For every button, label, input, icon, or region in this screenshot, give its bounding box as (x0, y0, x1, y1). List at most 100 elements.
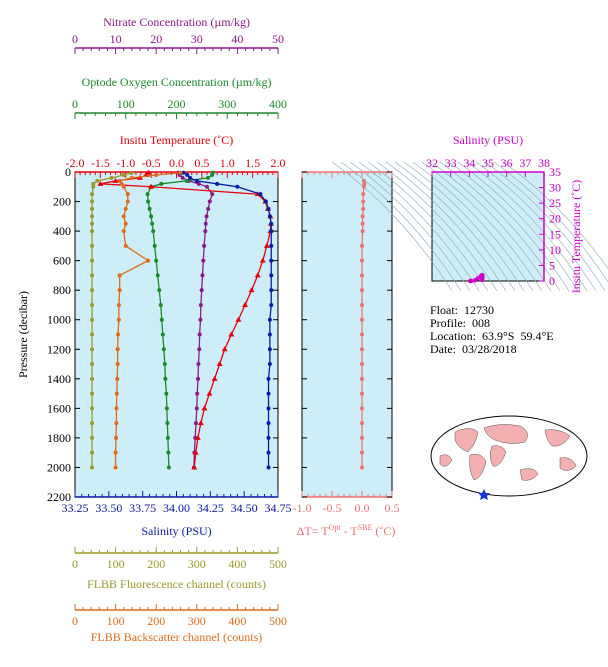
map-landmass (483, 424, 528, 444)
oxygen-tick-label: 400 (269, 97, 287, 111)
pressure-tick-label: 1200 (47, 342, 71, 356)
delta-t-point (360, 450, 364, 455)
nitrate-point (196, 362, 201, 367)
temperature-point (201, 405, 208, 411)
ts-density-contour (448, 161, 570, 292)
salinity-point (269, 302, 274, 307)
salinity-point (266, 450, 271, 455)
ts-salinity-tick-label: 35 (482, 156, 494, 170)
ts-temperature-tick-label: 20 (549, 212, 561, 226)
backscatter-point (117, 273, 122, 278)
oxygen-point (160, 332, 165, 337)
ts-salinity-tick-label: 38 (538, 156, 550, 170)
ts-temperature-tick-label: 35 (549, 165, 561, 179)
backscatter-tick-label: 300 (188, 614, 206, 628)
nitrate-tick-label: 20 (150, 32, 162, 46)
temperature-point (235, 316, 242, 322)
ts-density-contour (331, 161, 453, 292)
delta-t-tick-label: 0.5 (385, 501, 400, 515)
oxygen-point (184, 178, 189, 183)
ts-density-contour (385, 161, 507, 292)
nitrate-point (198, 302, 203, 307)
fluorescence-point (121, 172, 126, 177)
pressure-tick-label: 0 (65, 165, 71, 179)
ts-salinity-tick-label: 36 (501, 156, 513, 170)
fluorescence-tick-label: 200 (147, 557, 165, 571)
backscatter-point (119, 181, 124, 186)
float-id-text: Float: 12730 (430, 303, 495, 317)
ts-temperature-tick-label: 10 (549, 243, 561, 257)
pressure-axis-label: Pressure (decibar) (16, 291, 30, 378)
salinity-point (185, 172, 190, 177)
delta-t-label-part: SBE (358, 523, 373, 532)
delta-t-point (360, 391, 364, 396)
ts-density-contour (439, 161, 561, 292)
salinity-point (267, 362, 272, 367)
salinity-point (188, 175, 193, 180)
fluorescence-tick-label: 300 (188, 557, 206, 571)
salinity-point (267, 317, 272, 322)
nitrate-point (206, 206, 211, 211)
oxygen-point (205, 175, 210, 180)
location-text: Location: 63.9°S 59.4°E (430, 329, 554, 343)
backscatter-point (114, 435, 119, 440)
salinity-point (266, 435, 271, 440)
temperature-point (242, 301, 249, 307)
oxygen-point (161, 347, 166, 352)
delta-t-point (360, 376, 364, 381)
float-info-block: Float: 12730 Profile: 008 Location: 63.9… (430, 304, 554, 356)
fluorescence-point (90, 192, 95, 197)
nitrate-point (195, 391, 200, 396)
oxygen-point (155, 273, 160, 278)
fluorescence-point (90, 406, 95, 411)
backscatter-point (115, 362, 120, 367)
map-landmass (469, 454, 487, 481)
oxygen-point (152, 243, 157, 248)
fluorescence-tick-label: 500 (269, 557, 287, 571)
ts-density-contour (466, 161, 588, 292)
fluorescence-point (90, 302, 95, 307)
oxygen-point (157, 288, 162, 293)
delta-t-point (360, 229, 365, 234)
delta-t-label-part: ΔT= T (297, 524, 330, 538)
salinity-point (215, 181, 220, 186)
backscatter-point (121, 229, 126, 234)
fluorescence-point (90, 362, 95, 367)
oxygen-point (150, 221, 155, 226)
backscatter-point (115, 347, 120, 352)
delta-t-point (360, 214, 365, 219)
ts-salinity-tick-label: 33 (445, 156, 457, 170)
delta-t-point (360, 317, 364, 322)
fluorescence-point (90, 347, 95, 352)
delta-t-point (360, 302, 364, 307)
temperature-tick-label: 1.0 (220, 156, 235, 170)
nitrate-axis-label: Nitrate Concentration (µm/kg) (103, 15, 250, 29)
delta-t-point (360, 435, 364, 440)
fluorescence-point (90, 206, 95, 211)
backscatter-point (129, 175, 134, 180)
delta-t-point (360, 288, 364, 293)
pressure-tick-label: 600 (53, 254, 71, 268)
delta-t-point (360, 406, 364, 411)
backscatter-point (146, 258, 151, 263)
backscatter-point (125, 199, 130, 204)
oxygen-point (154, 258, 159, 263)
ts-density-contour (367, 161, 489, 292)
temperature-point (112, 177, 119, 183)
nitrate-point (207, 199, 212, 204)
nitrate-point (199, 288, 204, 293)
fluorescence-point (90, 332, 95, 337)
oxygen-point (210, 172, 215, 177)
ts-density-contour (349, 161, 471, 292)
salinity-point (267, 332, 272, 337)
temperature-point (194, 434, 201, 440)
temperature-point (191, 464, 198, 470)
temperature-tick-label: 1.5 (245, 156, 260, 170)
profile-number-text: Profile: 008 (430, 316, 490, 330)
delta-t-label-part: - T (341, 524, 359, 538)
salinity-point (269, 273, 274, 278)
backscatter-tick-label: 0 (72, 614, 78, 628)
temperature-point (263, 242, 270, 248)
delta-t-point (360, 273, 364, 278)
